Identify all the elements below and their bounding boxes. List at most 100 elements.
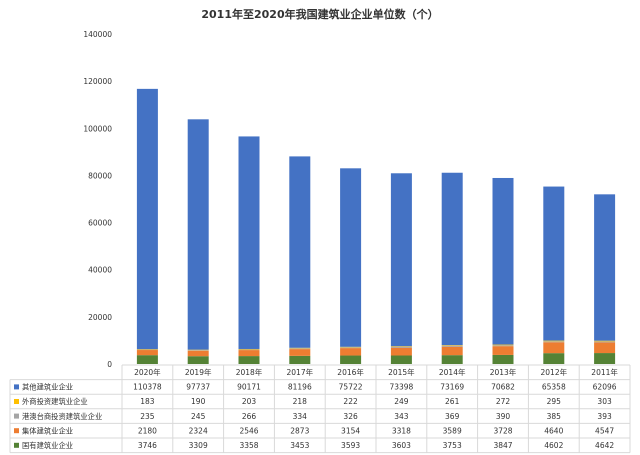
category-label: 2016年 [337, 367, 364, 377]
y-tick-label: 60000 [88, 219, 112, 228]
y-tick-label: 140000 [83, 30, 112, 39]
data-label: 2873 [290, 426, 309, 435]
bar-segment [340, 346, 362, 348]
legend-swatch [14, 413, 19, 419]
data-label: 326 [343, 412, 358, 421]
y-tick-label: 20000 [88, 313, 112, 322]
category-label: 2011年 [591, 367, 618, 377]
legend-swatch [14, 384, 19, 390]
bar-segment [340, 355, 362, 364]
data-label: 393 [597, 412, 612, 421]
category-label: 2015年 [388, 367, 415, 377]
bar-segment [136, 355, 158, 364]
data-label: 3358 [239, 441, 258, 450]
data-label: 303 [597, 397, 612, 406]
bar-segment [390, 347, 412, 356]
data-label: 2324 [189, 426, 208, 435]
bar-segment [441, 355, 463, 364]
y-tick-label: 0 [107, 360, 112, 369]
data-label: 272 [496, 397, 511, 406]
bar-segment [441, 346, 463, 356]
data-label: 266 [242, 412, 257, 421]
bar-segment [289, 156, 311, 348]
data-label: 65358 [542, 383, 566, 392]
data-label: 2180 [138, 426, 157, 435]
y-axis: 0 20000 40000 60000 80000 100000 120000 140000 [83, 30, 112, 369]
bar-segment [492, 344, 514, 346]
data-label: 90171 [237, 383, 261, 392]
bar-segment [594, 353, 616, 364]
data-label: 245 [191, 412, 206, 421]
data-label: 73169 [440, 383, 464, 392]
data-label: 3154 [341, 426, 360, 435]
bar-segment [543, 186, 565, 341]
bar-segment [492, 354, 514, 364]
data-label: 222 [343, 397, 358, 406]
category-label: 2012年 [541, 367, 568, 377]
data-label: 261 [445, 397, 460, 406]
bar-segment [390, 355, 412, 364]
data-label: 3753 [443, 441, 462, 450]
data-label: 369 [445, 412, 460, 421]
bar-segment [289, 347, 311, 349]
bar-segment [594, 341, 616, 343]
legend-label: 港澳台商投资建筑业企业 [22, 412, 102, 421]
bar-segment [390, 346, 412, 348]
data-label: 3593 [341, 441, 360, 450]
bar-segment [238, 350, 260, 357]
bar-segment [492, 345, 514, 347]
legend-label: 国有建筑业企业 [22, 441, 73, 450]
data-label: 4547 [595, 426, 614, 435]
data-label: 81196 [288, 383, 312, 392]
bar-segment [238, 349, 260, 351]
bar-segment [187, 356, 209, 364]
y-tick-label: 40000 [88, 266, 112, 275]
legend-swatch [14, 399, 19, 404]
bar-segment [340, 347, 362, 349]
data-label: 70682 [491, 383, 515, 392]
legend-label: 集体建筑业企业 [22, 426, 73, 435]
data-table: 2020年 2019年 2018年 2017年 2016年 2015年 2014年 2013年… [9, 364, 631, 454]
bar-segment [492, 346, 514, 355]
bar-segment [594, 342, 616, 354]
bar-segment [187, 350, 209, 351]
bar-segment [390, 173, 412, 347]
data-label: 62096 [593, 383, 617, 392]
y-tick-label: 120000 [83, 77, 112, 86]
data-label: 3453 [290, 441, 309, 450]
bar-segment [187, 119, 209, 350]
data-label: 343 [394, 412, 409, 421]
chart-title: 2011年至2020年我国建筑业企业单位数（个） [201, 7, 438, 21]
data-label: 4640 [544, 426, 563, 435]
bar-segment [543, 342, 565, 354]
data-label: 4642 [595, 441, 614, 450]
y-tick-label: 80000 [88, 171, 112, 180]
data-label: 390 [496, 412, 511, 421]
bar-segment [340, 168, 362, 347]
bar-segment [594, 340, 616, 342]
data-label: 2546 [239, 426, 258, 435]
category-label: 2013年 [490, 367, 517, 377]
bar-segment [441, 345, 463, 347]
data-label: 3589 [443, 426, 462, 435]
category-label: 2020年 [134, 367, 161, 377]
category-label: 2017年 [287, 367, 314, 377]
category-label: 2018年 [236, 367, 263, 377]
data-label: 3728 [493, 426, 512, 435]
data-label: 235 [140, 412, 155, 421]
bar-segment [289, 349, 311, 356]
bar-segment [441, 172, 463, 346]
data-label: 249 [394, 397, 409, 406]
bar-segment [390, 346, 412, 347]
legend-label: 其他建筑业企业 [22, 383, 73, 392]
bar-segment [289, 348, 311, 350]
bar-segment [289, 355, 311, 364]
legend-swatch [14, 428, 19, 434]
legend-swatch [14, 442, 19, 448]
data-label: 334 [293, 412, 308, 421]
bar-area [136, 88, 616, 364]
bar-segment [136, 349, 158, 351]
bar-segment [136, 350, 158, 356]
bar-segment [136, 88, 158, 350]
data-label: 3318 [392, 426, 411, 435]
